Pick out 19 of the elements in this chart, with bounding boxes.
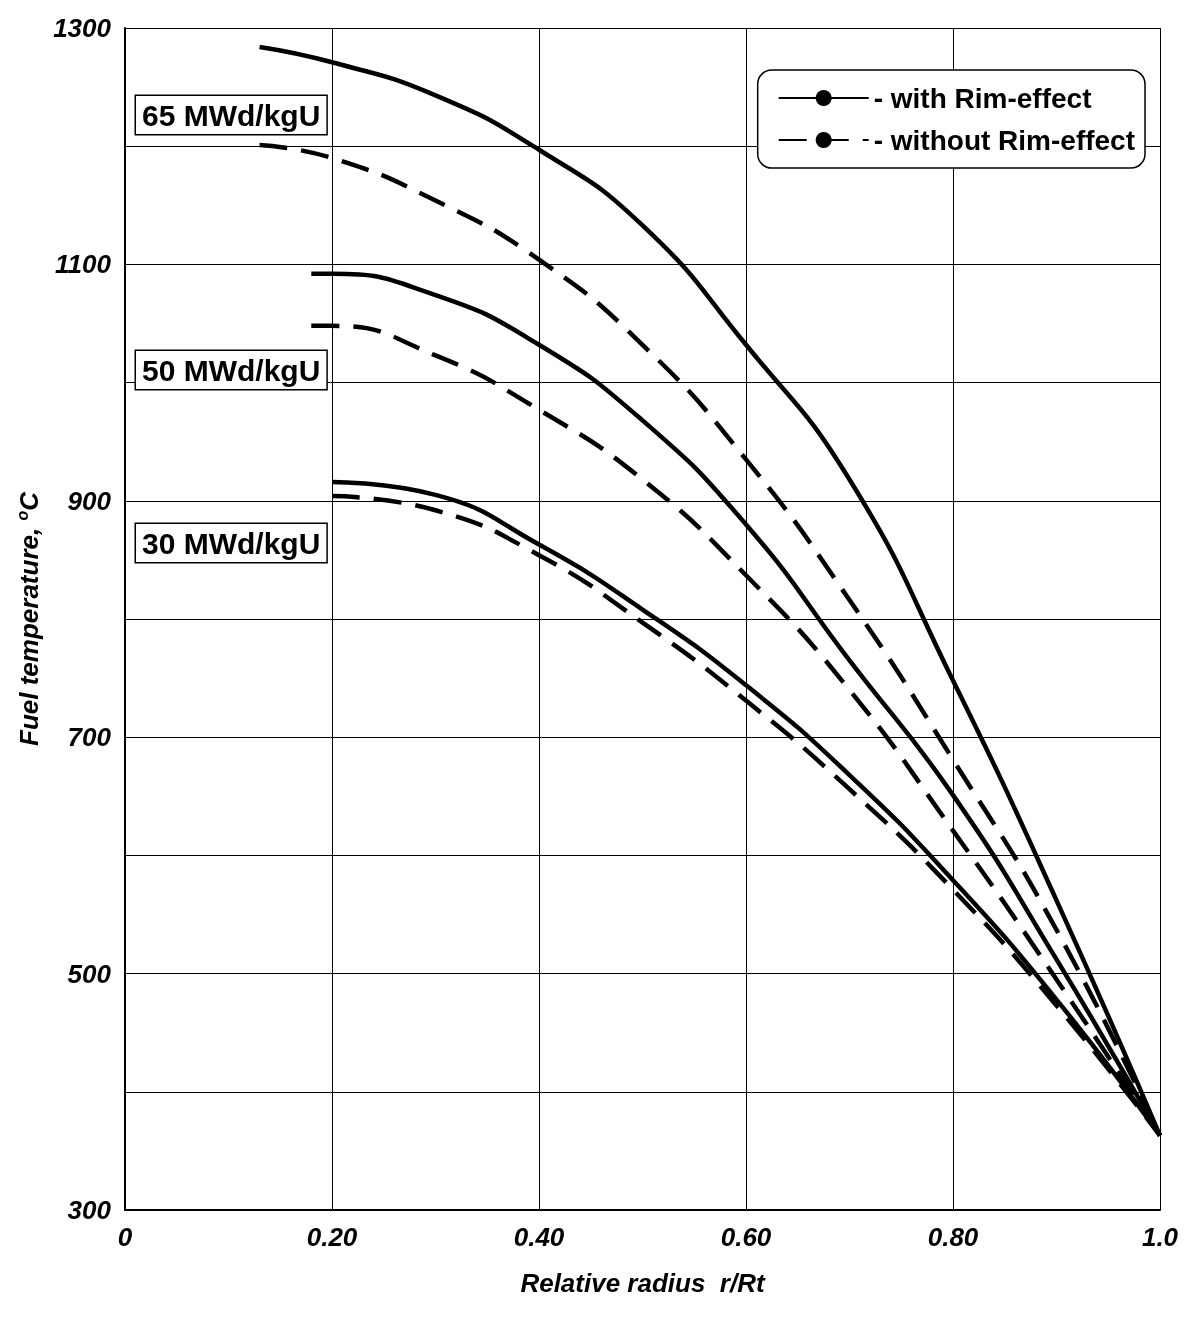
annotation: 50 MWd/kgU — [142, 353, 321, 387]
y-tick-label: 900 — [67, 485, 112, 516]
x-axis-title: Relative radius r/Rt — [520, 1268, 766, 1298]
x-tick-label: 0.20 — [306, 1222, 358, 1252]
y-tick-label: 1100 — [55, 249, 112, 280]
legend-label: - with Rim-effect — [873, 82, 1092, 114]
x-tick-label: 0 — [117, 1222, 133, 1252]
y-axis-title: Fuel temperature, oC — [13, 490, 45, 746]
y-tick-label: 1300 — [53, 13, 112, 43]
x-tick-label: 0.60 — [720, 1222, 772, 1252]
annotation: 30 MWd/kgU — [142, 526, 321, 560]
y-tick-label: 500 — [67, 958, 112, 989]
annotation: 65 MWd/kgU — [142, 98, 321, 132]
x-tick-label: 1.0 — [1141, 1222, 1179, 1252]
legend-label: - without Rim-effect — [873, 124, 1135, 156]
y-tick-label: 700 — [67, 722, 112, 753]
y-tick-label: 300 — [67, 1195, 112, 1225]
x-tick-label: 0.80 — [927, 1222, 979, 1252]
x-tick-label: 0.40 — [513, 1222, 565, 1252]
